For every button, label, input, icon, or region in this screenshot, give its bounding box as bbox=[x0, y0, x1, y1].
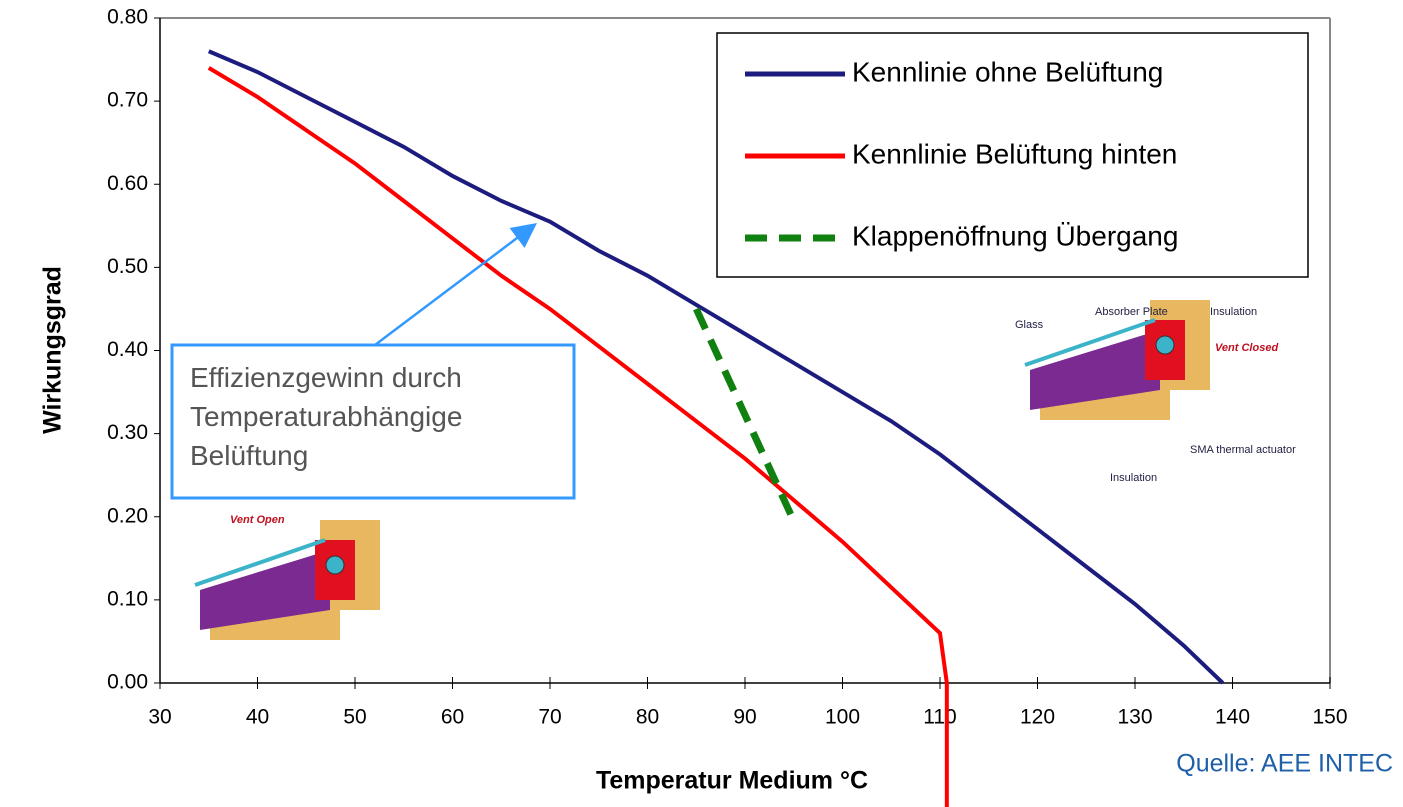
y-tick-label: 0.40 bbox=[107, 338, 148, 361]
illustration-label: Glass bbox=[1015, 319, 1044, 331]
y-tick-label: 0.60 bbox=[107, 172, 148, 195]
y-tick-label: 0.20 bbox=[107, 504, 148, 527]
illustration: Absorber Plate Glass Insulation Vent Closed… bbox=[1015, 300, 1296, 484]
x-tick-label: 60 bbox=[441, 706, 464, 729]
x-tick-label: 70 bbox=[538, 706, 561, 729]
actuator bbox=[1156, 336, 1174, 354]
x-tick-label: 40 bbox=[246, 706, 269, 729]
x-tick-label: 140 bbox=[1215, 706, 1250, 729]
annotation-arrow bbox=[375, 226, 533, 345]
source: Quelle: AEE INTEC bbox=[1176, 750, 1393, 778]
x-tick-label: 90 bbox=[733, 706, 756, 729]
illustration-label: Insulation bbox=[1110, 472, 1157, 484]
y-tick-label: 0.10 bbox=[107, 587, 148, 610]
y-tick-label: 0.50 bbox=[107, 255, 148, 278]
x-tick-label: 150 bbox=[1312, 706, 1347, 729]
y-tick-label: 0.30 bbox=[107, 421, 148, 444]
illustration-label: Absorber Plate bbox=[1095, 306, 1168, 318]
x-tick-label: 50 bbox=[343, 706, 366, 729]
y-tick-label: 0.70 bbox=[107, 89, 148, 112]
illustration-label: Vent Open bbox=[230, 514, 285, 526]
illustration: Vent Open bbox=[195, 514, 380, 640]
illustration-label: Vent Closed bbox=[1215, 342, 1278, 354]
y-axis-label: Wirkungsgrad bbox=[39, 266, 67, 434]
chart: 0.00 0.10 0.20 0.30 0.40 0.50 0.60 0.70 0.80 30 40… bbox=[0, 0, 1403, 807]
y-tick-label: 0.80 bbox=[107, 6, 148, 29]
x-tick-label: 130 bbox=[1117, 706, 1152, 729]
x-tick-label: 110 bbox=[923, 706, 956, 729]
x-axis-label: Temperatur Medium °C bbox=[596, 767, 868, 795]
illustration-label: SMA thermal actuator bbox=[1190, 444, 1296, 456]
actuator bbox=[326, 556, 344, 574]
x-tick-label: 80 bbox=[636, 706, 659, 729]
x-tick-label: 30 bbox=[148, 706, 171, 729]
illustration-label: Insulation bbox=[1210, 306, 1257, 318]
x-tick-label: 120 bbox=[1020, 706, 1055, 729]
legend-label: Kennlinie Belüftung hinten bbox=[852, 138, 1177, 169]
legend-label: Kennlinie ohne Belüftung bbox=[852, 56, 1163, 87]
legend-label: Klappenöffnung Übergang bbox=[852, 220, 1178, 251]
x-tick-label: 100 bbox=[825, 706, 860, 729]
y-tick-label: 0.00 bbox=[107, 671, 148, 694]
